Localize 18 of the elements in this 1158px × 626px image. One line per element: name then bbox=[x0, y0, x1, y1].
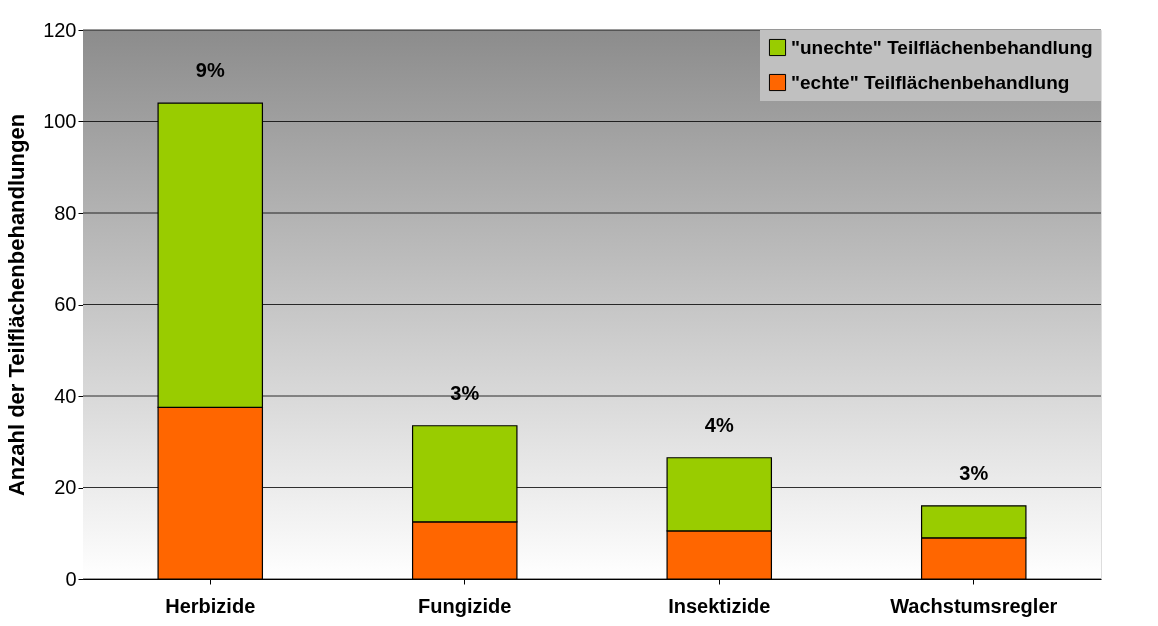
y-tick-label: 0 bbox=[65, 567, 77, 590]
y-tick-label: 60 bbox=[54, 293, 77, 315]
x-tick-label: Insektizide bbox=[668, 594, 771, 617]
annotation: 4% bbox=[704, 413, 734, 436]
x-tick-label: Wachstumsregler bbox=[890, 594, 1058, 617]
legend-label: "unechte" Teilflächenbehandlung bbox=[791, 36, 1093, 58]
x-tick-label: Fungizide bbox=[418, 594, 512, 617]
annotation: 9% bbox=[195, 59, 225, 82]
x-tick-label: Herbizide bbox=[165, 594, 256, 617]
y-axis-title: Anzahl der Teilflächenbehandlungen bbox=[4, 113, 30, 497]
y-tick-label: 100 bbox=[43, 110, 77, 132]
y-tick-label: 120 bbox=[43, 18, 77, 41]
legend-label: "echte" Teilflächenbehandlung bbox=[791, 71, 1070, 93]
y-tick-label: 20 bbox=[54, 476, 77, 498]
y-tick-label: 80 bbox=[54, 201, 77, 224]
annotation: 3% bbox=[959, 461, 989, 484]
y-tick-label: 40 bbox=[54, 384, 77, 407]
annotation: 3% bbox=[450, 381, 480, 404]
